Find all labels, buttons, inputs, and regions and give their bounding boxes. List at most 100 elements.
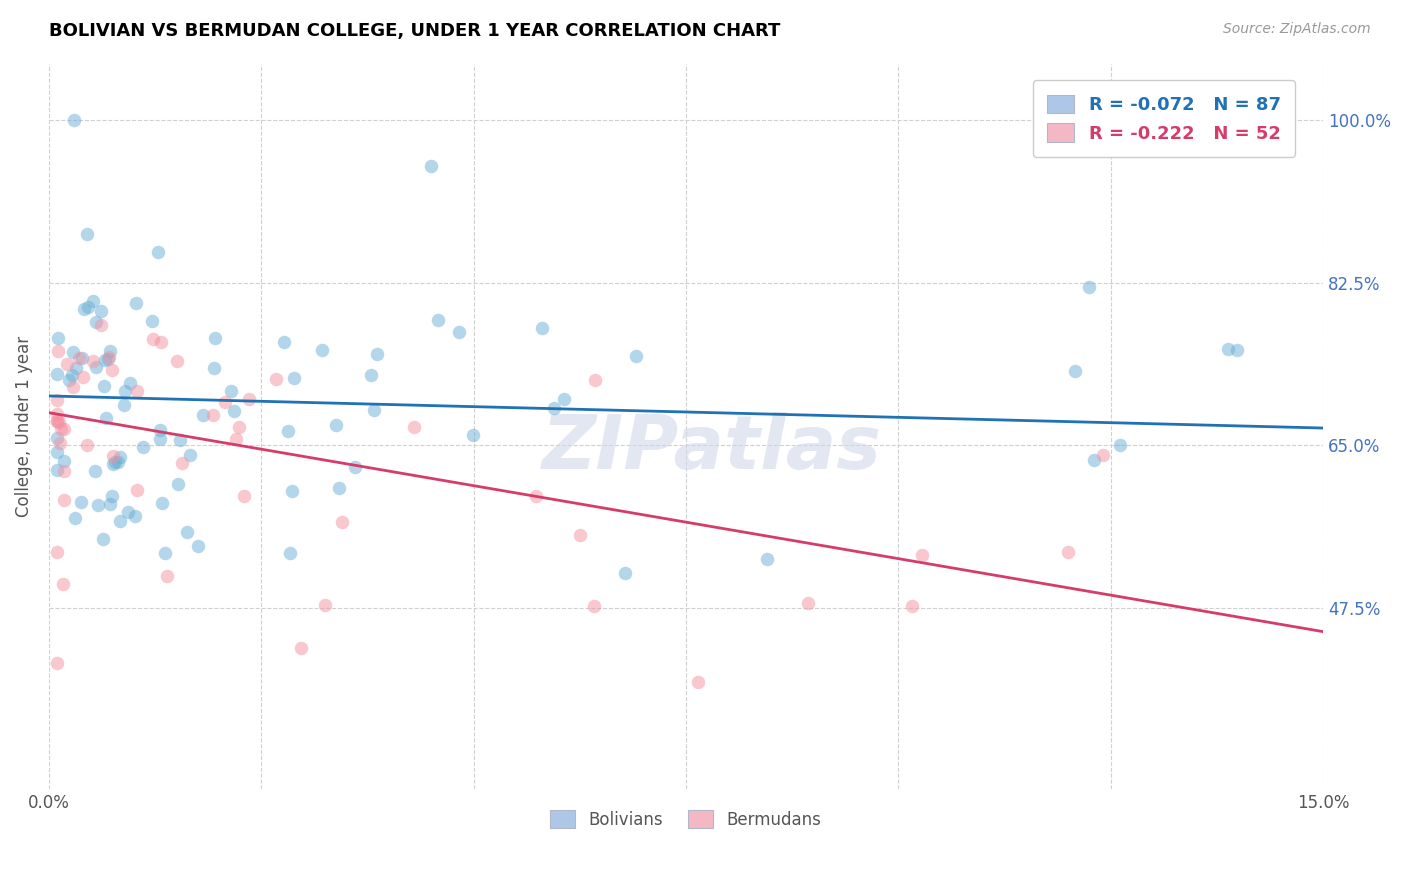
Point <box>52 465 75 479</box>
Point <box>214 395 236 409</box>
Point <box>104 455 127 469</box>
Point <box>280 546 302 560</box>
Point <box>125 384 148 399</box>
Point <box>62 345 84 359</box>
Point <box>94 410 117 425</box>
Point <box>363 403 385 417</box>
Point <box>97 351 120 366</box>
Point <box>98 497 121 511</box>
Point <box>273 334 295 349</box>
Text: BOLIVIAN VS BERMUDAN COLLEGE, UNDER 1 YEAR CORRELATION CHART: BOLIVIAN VS BERMUDAN COLLEGE, UNDER 1 YE… <box>49 22 780 40</box>
Point <box>91 532 114 546</box>
Point <box>901 599 924 613</box>
Point <box>1226 343 1249 357</box>
Point <box>46 445 69 459</box>
Legend: Bolivians, Bermudans: Bolivians, Bermudans <box>544 804 828 835</box>
Point <box>67 351 90 365</box>
Point <box>332 515 354 529</box>
Point <box>524 489 547 503</box>
Point <box>84 359 107 374</box>
Point <box>60 368 83 382</box>
Point <box>543 401 565 415</box>
Point <box>65 361 87 376</box>
Point <box>553 392 575 406</box>
Point <box>84 464 107 478</box>
Point <box>86 315 108 329</box>
Point <box>797 596 820 610</box>
Point <box>46 414 69 428</box>
Point <box>583 373 606 387</box>
Y-axis label: College, Under 1 year: College, Under 1 year <box>15 336 32 517</box>
Point <box>193 408 215 422</box>
Point <box>264 372 287 386</box>
Point <box>328 482 350 496</box>
Point <box>100 344 122 359</box>
Point <box>325 418 347 433</box>
Point <box>87 499 110 513</box>
Text: Source: ZipAtlas.com: Source: ZipAtlas.com <box>1223 22 1371 37</box>
Point <box>82 353 104 368</box>
Point <box>77 300 100 314</box>
Point <box>167 476 190 491</box>
Point <box>202 360 225 375</box>
Point <box>100 489 122 503</box>
Point <box>755 551 778 566</box>
Point <box>187 539 209 553</box>
Point <box>76 438 98 452</box>
Point <box>142 332 165 346</box>
Point <box>46 367 69 381</box>
Point <box>343 460 366 475</box>
Point <box>48 436 70 450</box>
Point <box>101 363 124 377</box>
Point <box>53 422 76 436</box>
Point <box>101 449 124 463</box>
Point <box>117 505 139 519</box>
Point <box>149 334 172 349</box>
Point <box>52 454 75 468</box>
Point <box>1216 343 1239 357</box>
Point <box>58 373 80 387</box>
Point <box>146 244 169 259</box>
Point <box>1057 545 1080 559</box>
Point <box>62 380 84 394</box>
Point <box>118 376 141 390</box>
Point <box>447 325 470 339</box>
Point <box>51 421 73 435</box>
Point <box>225 432 247 446</box>
Point <box>124 295 146 310</box>
Point <box>277 424 299 438</box>
Point <box>141 314 163 328</box>
Point <box>48 416 70 430</box>
Point <box>125 483 148 497</box>
Point <box>46 431 69 445</box>
Point <box>112 398 135 412</box>
Point <box>98 350 121 364</box>
Point <box>360 368 382 382</box>
Text: ZIPatlas: ZIPatlas <box>541 412 882 485</box>
Point <box>72 301 94 316</box>
Point <box>93 378 115 392</box>
Point <box>202 409 225 423</box>
Point <box>366 347 388 361</box>
Point <box>290 641 312 656</box>
Point <box>613 566 636 580</box>
Point <box>76 227 98 241</box>
Point <box>204 331 226 345</box>
Point <box>283 371 305 385</box>
Point <box>1063 364 1085 378</box>
Point <box>530 321 553 335</box>
Point <box>46 392 69 407</box>
Point <box>153 546 176 560</box>
Point <box>108 450 131 464</box>
Point <box>149 423 172 437</box>
Point <box>314 598 336 612</box>
Point <box>46 407 69 421</box>
Point <box>626 349 648 363</box>
Point <box>402 420 425 434</box>
Point <box>82 293 104 308</box>
Point <box>224 404 246 418</box>
Point <box>311 343 333 358</box>
Point <box>103 458 125 472</box>
Point <box>169 434 191 448</box>
Point <box>219 384 242 399</box>
